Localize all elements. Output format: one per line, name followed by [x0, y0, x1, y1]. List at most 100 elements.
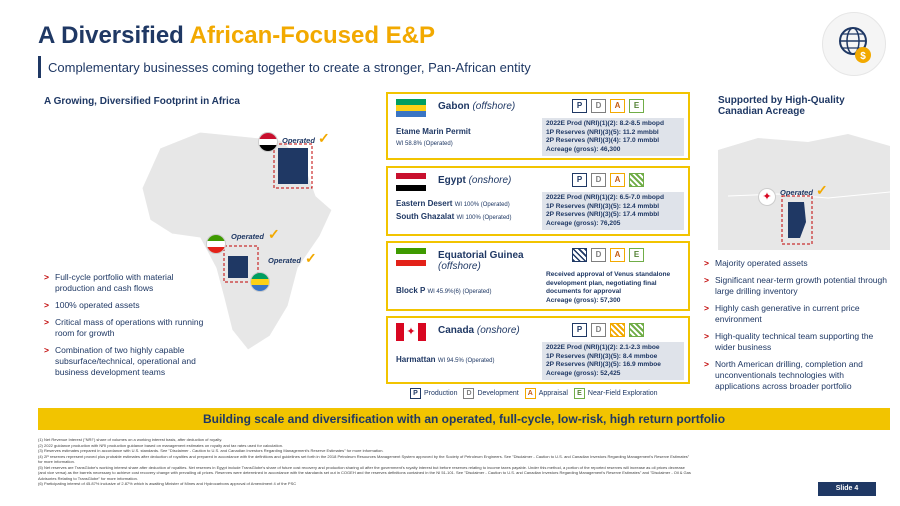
asset-1: Harmattan WI 94.5% (Operated): [396, 354, 495, 367]
right-heading-line: Canadian Acreage: [718, 106, 805, 117]
stat-line: 1P Reserves (NRI)(3)(5): 11.2 mmbbl: [546, 128, 659, 136]
stat-line: 2P Reserves (NRI)(3)(5): 17.4 mmbbl: [546, 211, 660, 219]
stats-box: 2022E Prod (NRI)(1)(2): 2.1-2.3 mboe 1P …: [542, 342, 684, 381]
egypt-flag-icon: [258, 132, 278, 152]
badge-development: D: [591, 248, 606, 262]
badge-development: D: [591, 99, 606, 113]
stat-line: Acreage (gross): 57,300: [546, 296, 621, 304]
country-name: Equatorial Guinea (offshore): [438, 250, 524, 272]
page-subtitle: Complementary businesses coming together…: [48, 60, 531, 75]
badge-exploration: E: [629, 99, 644, 113]
egypt-flag-icon: [396, 173, 426, 191]
country-label: Egypt: [438, 175, 466, 186]
stage-badges: P D: [572, 323, 644, 337]
operated-label-egypt: Operated: [282, 136, 315, 145]
badge-exploration-hatched: [629, 323, 644, 337]
list-item: North American drilling, completion and …: [704, 359, 888, 392]
asset-1: Eastern Desert WI 100% (Operated): [396, 198, 510, 211]
footnotes: (1) Net Revenue Interest ("NRI") share o…: [38, 437, 858, 487]
summary-banner: Building scale and diversification with …: [38, 408, 890, 430]
asset-interest: WI 45.9%(6) (Operated): [427, 289, 492, 295]
country-qualifier: (onshore): [476, 325, 520, 336]
asset-interest: WI 94.5% (Operated): [437, 358, 495, 364]
stat-line: 1P Reserves (NRI)(3)(5): 12.4 mmbbl: [546, 202, 660, 210]
stat-line: Received approval of Venus standalone: [546, 271, 671, 278]
asset-interest: WI 100% (Operated): [454, 202, 510, 208]
country-name: Canada (onshore): [438, 325, 520, 336]
country-qualifier: (offshore): [472, 101, 516, 112]
asset-1: Block P WI 45.9%(6) (Operated): [396, 285, 491, 298]
country-name: Egypt (onshore): [438, 175, 511, 186]
egypt-card: Egypt (onshore) P D A Eastern Desert WI …: [386, 166, 690, 236]
asset-name: Block P: [396, 286, 426, 295]
badge-appraisal-hatched: [610, 323, 625, 337]
check-icon: ✓: [268, 226, 280, 242]
footnote: (6) Participating interest of 45.87% inc…: [38, 481, 297, 486]
right-heading: Supported by High-Quality Canadian Acreag…: [718, 95, 845, 117]
legend-label: Near-Field Exploration: [587, 390, 658, 397]
stat-line: 1P Reserves (NRI)(3)(5): 8.4 mmboe: [546, 352, 658, 360]
asset-interest: WI 58.8% (Operated): [396, 141, 453, 147]
country-name: Gabon (offshore): [438, 101, 515, 112]
badge-appraisal: A: [610, 173, 625, 187]
footnote: (2) 2022 guidance production with NRI pr…: [38, 442, 284, 448]
footnote: (and vice versa) as the barrels necessar…: [38, 470, 691, 475]
gabon-card: Gabon (offshore) P D A E Etame Marin Per…: [386, 92, 690, 160]
operated-label-eg: Operated: [231, 232, 264, 241]
stage-badges: D A E: [572, 248, 644, 262]
operated-label-canada: Operated: [780, 188, 813, 197]
stage-legend: P Production D Development A Appraisal E Nea…: [410, 388, 658, 399]
legend-label: Production: [424, 390, 458, 397]
title-main: A Diversified: [38, 22, 184, 49]
country-label: Equatorial Guinea: [438, 250, 524, 261]
list-item: Combination of two highly capable subsur…: [44, 345, 214, 378]
stat-line: 2P Reserves (NRI)(3)(5): 16.9 mmboe: [546, 361, 661, 369]
country-label: Gabon: [438, 101, 470, 112]
operated-label-gabon: Operated: [268, 256, 301, 265]
equatorial-guinea-card: Equatorial Guinea (offshore) D A E Block …: [386, 241, 690, 311]
badge-production: P: [572, 99, 587, 113]
footnote: (1) Net Revenue Interest ("NRI") share o…: [38, 437, 223, 442]
stat-line: development plan, negotiating final: [546, 279, 657, 287]
africa-map: [120, 118, 340, 358]
country-label: Canada: [438, 325, 475, 336]
stat-line: Acreage (gross): 46,300: [546, 145, 621, 153]
badge-development: D: [591, 323, 606, 337]
list-item: Full-cycle portfolio with material produ…: [44, 272, 214, 294]
check-icon: ✓: [305, 250, 317, 266]
gabon-flag-icon: [250, 272, 270, 292]
asset-name: Eastern Desert: [396, 199, 453, 208]
asset-name: Harmattan: [396, 355, 436, 364]
asset-name: South Ghazalat: [396, 212, 455, 221]
list-item: High-quality technical team supporting t…: [704, 331, 888, 353]
list-item: Highly cash generative in current price …: [704, 303, 888, 325]
list-item: Significant near-term growth potential t…: [704, 275, 888, 297]
canada-flag-icon: ✦: [396, 323, 426, 341]
globe-dollar-icon: $: [822, 12, 886, 76]
footnote: (3) Reserves estimates prepared in accor…: [38, 448, 384, 453]
slide-number: Slide 4: [818, 482, 876, 496]
asset-interest: WI 100% (Operated): [456, 215, 512, 221]
asset-name: Etame Marin Permit: [396, 127, 471, 136]
legend-swatch: E: [573, 388, 585, 399]
legend-swatch: D: [463, 388, 475, 399]
badge-exploration-hatched: [629, 173, 644, 187]
list-item: Critical mass of operations with running…: [44, 317, 214, 339]
canada-card: ✦ Canada (onshore) P D Harmattan WI 94.5…: [386, 316, 690, 384]
legend-exploration: E Near-Field Exploration: [573, 388, 658, 399]
footnote: (5) Net reserves are TransGlobe's workin…: [38, 464, 685, 470]
legend-swatch: A: [524, 388, 536, 399]
check-icon: ✓: [318, 130, 330, 146]
list-item: 100% operated assets: [44, 300, 214, 311]
left-heading: A Growing, Diversified Footprint in Afri…: [44, 96, 240, 107]
stat-line: documents for approval: [546, 288, 622, 296]
stat-line: 2022E Prod (NRI)(1)(2): 8.2-8.5 mbopd: [546, 120, 664, 127]
equatorial-guinea-flag-icon: [206, 234, 226, 254]
stat-line: 2022E Prod (NRI)(1)(2): 6.5-7.0 mbopd: [546, 194, 664, 201]
list-item: Majority operated assets: [704, 258, 888, 269]
right-bullets: Majority operated assets Significant nea…: [704, 258, 888, 398]
asset-1: Etame Marin Permit WI 58.8% (Operated): [396, 126, 471, 150]
footnote: for more information.: [38, 459, 75, 464]
stat-line: Acreage (gross): 76,205: [546, 219, 621, 227]
country-qualifier: (onshore): [468, 175, 512, 186]
